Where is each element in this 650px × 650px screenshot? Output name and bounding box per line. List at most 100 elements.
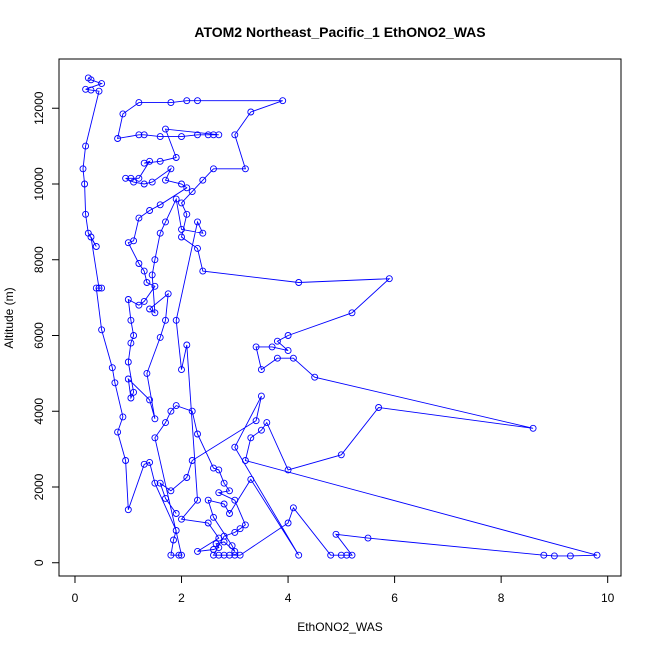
data-point — [135, 99, 143, 107]
data-point — [215, 534, 223, 542]
data-point — [172, 195, 180, 203]
data-point — [151, 309, 159, 317]
data-point — [162, 316, 169, 324]
data-point — [199, 267, 207, 275]
data-point — [385, 275, 393, 283]
data-point — [95, 87, 103, 95]
data-point — [135, 174, 143, 182]
data-point — [111, 379, 119, 387]
data-point — [257, 426, 265, 434]
data-point — [279, 97, 287, 105]
data-point — [231, 528, 239, 536]
data-point — [178, 180, 185, 188]
data-point — [284, 332, 292, 339]
data-point — [82, 85, 90, 93]
data-point — [215, 131, 223, 139]
y-tick-label: 12000 — [32, 91, 46, 125]
data-point — [210, 513, 217, 521]
data-point — [92, 284, 100, 292]
data-point — [228, 542, 236, 550]
data-point — [156, 133, 164, 141]
data-point — [140, 131, 148, 139]
data-point — [247, 475, 255, 483]
y-tick-label: 4000 — [32, 398, 46, 425]
data-point — [140, 267, 148, 275]
data-point — [151, 434, 159, 442]
data-point — [148, 271, 156, 279]
data-point — [337, 451, 345, 459]
data-point — [566, 552, 574, 560]
y-tick-label: 0 — [32, 559, 46, 566]
data-point — [146, 458, 154, 466]
x-tick-label: 0 — [72, 591, 79, 605]
data-point — [98, 284, 106, 292]
data-point — [247, 434, 255, 442]
data-point — [124, 358, 132, 366]
data-point — [327, 551, 335, 559]
x-tick-label: 8 — [498, 591, 505, 605]
data-point — [210, 131, 217, 139]
data-point — [114, 428, 122, 436]
data-point — [178, 233, 185, 241]
data-point — [257, 366, 265, 374]
data-point — [550, 552, 558, 560]
data-point — [124, 506, 132, 514]
series-line — [82, 77, 598, 557]
data-point — [231, 547, 239, 555]
y-tick-label: 2000 — [32, 473, 46, 500]
data-point — [124, 296, 132, 303]
data-point — [82, 210, 90, 218]
data-point — [178, 133, 185, 141]
data-point — [529, 424, 537, 432]
data-point — [119, 413, 127, 421]
chart-title: ATOM2 Northeast_Pacific_1 EthONO2_WAS — [194, 24, 485, 40]
data-point — [348, 551, 356, 559]
data-point — [178, 515, 185, 523]
data-point — [231, 131, 239, 139]
data-point — [231, 496, 239, 504]
data-point — [289, 354, 297, 362]
data-point — [156, 479, 164, 487]
x-axis: 0 2 4 6 8 10 — [72, 575, 615, 605]
data-point — [215, 466, 223, 474]
data-point — [311, 373, 319, 381]
data-point — [263, 419, 271, 427]
data-point — [220, 538, 228, 546]
data-point — [151, 256, 159, 264]
data-point — [162, 218, 169, 226]
data-point — [162, 176, 169, 184]
data-point — [178, 199, 185, 207]
data-point — [162, 125, 169, 133]
data-point — [241, 165, 249, 173]
y-tick-label: 10000 — [32, 167, 46, 201]
data-point — [167, 165, 175, 173]
data-point — [124, 375, 132, 383]
data-point — [241, 457, 249, 464]
x-tick-label: 10 — [601, 591, 615, 605]
data-point — [167, 407, 175, 415]
data-point — [188, 457, 196, 464]
data-point — [130, 178, 138, 186]
data-point — [257, 392, 265, 400]
data-point — [295, 279, 303, 286]
data-point — [188, 188, 196, 196]
data-point — [210, 165, 217, 173]
data-point — [124, 239, 132, 247]
data-point — [148, 178, 156, 186]
data-point — [236, 551, 244, 559]
x-tick-label: 2 — [178, 591, 185, 605]
data-point — [194, 496, 201, 504]
data-point — [151, 479, 159, 487]
data-point — [143, 279, 151, 286]
data-point — [140, 180, 148, 188]
data-point — [236, 525, 244, 533]
data-point — [183, 97, 191, 105]
data-point — [375, 404, 383, 411]
data-point — [170, 536, 177, 544]
data-point — [220, 500, 228, 508]
data-point — [199, 229, 207, 237]
data-point — [268, 343, 276, 351]
data-point — [337, 551, 345, 559]
x-tick-label: 4 — [285, 591, 292, 605]
